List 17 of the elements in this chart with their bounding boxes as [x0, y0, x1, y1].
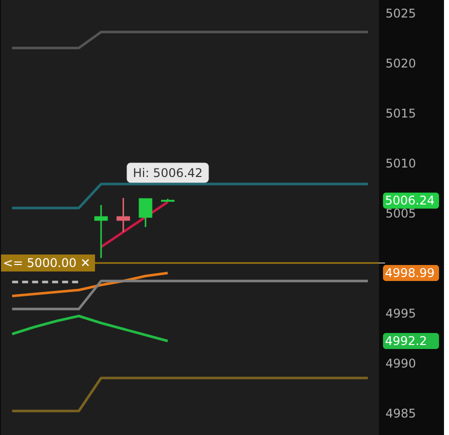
- candlestick: [116, 197, 130, 233]
- candlestick: [138, 198, 152, 228]
- line-series: [10, 314, 170, 342]
- y-tick-label: 4985: [386, 406, 416, 420]
- text: 4992.2: [385, 334, 427, 348]
- y-tick-label: 4990: [386, 356, 416, 370]
- y-tick-label: 5015: [386, 106, 416, 120]
- candlestick: [94, 204, 108, 259]
- y-tick-label: 5025: [386, 6, 416, 20]
- text: 5006.24: [385, 194, 435, 208]
- y-tick-label: 5020: [386, 56, 416, 70]
- y-tick-label: 4995: [386, 306, 416, 320]
- y-tick-label: 5005: [386, 206, 416, 220]
- text: 4998.99: [385, 266, 435, 280]
- y-tick-label: 5010: [386, 156, 416, 170]
- ref-line-label: <= 5000.00 ✕: [3, 256, 90, 270]
- annotation: Hi: 5006.42: [132, 166, 203, 180]
